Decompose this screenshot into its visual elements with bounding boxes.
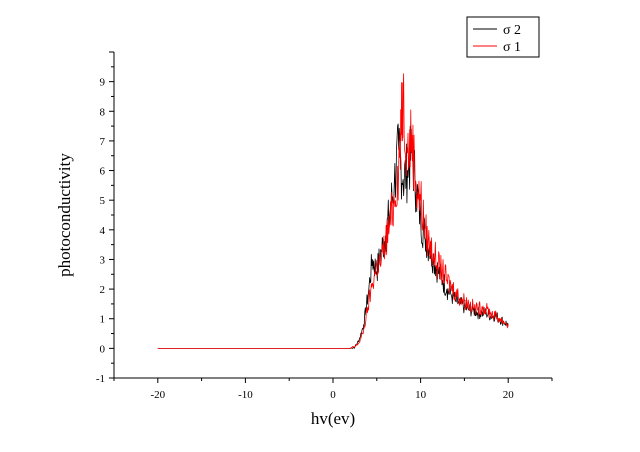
- y-tick-label: 3: [100, 254, 106, 266]
- y-tick-label: 0: [100, 343, 106, 355]
- y-tick-label: 9: [100, 77, 106, 89]
- y-tick-label: -1: [96, 373, 105, 385]
- series-layer: [157, 73, 509, 349]
- x-tick-label: -20: [150, 389, 165, 401]
- y-axis-title: photoconductivity: [55, 153, 74, 277]
- series-line-1: [157, 123, 509, 349]
- axes: [113, 52, 552, 379]
- x-tick-label: 10: [415, 389, 427, 401]
- y-tick-label: 7: [100, 136, 106, 148]
- x-axis-title: hv(ev): [311, 409, 355, 428]
- y-tick-label: 4: [100, 225, 106, 237]
- y-tick-label: 2: [100, 284, 106, 296]
- y-tick-label: 8: [100, 106, 106, 118]
- x-tick-label: 0: [330, 389, 336, 401]
- legend-label: σ 2: [503, 23, 521, 38]
- legend-box: [466, 16, 540, 58]
- series-line-2: [157, 73, 509, 349]
- y-tick-label: 6: [100, 166, 106, 178]
- legend: σ 2σ 1: [466, 16, 540, 58]
- x-tick-label: -10: [238, 389, 253, 401]
- y-tick-label: 1: [100, 314, 106, 326]
- legend-label: σ 1: [503, 40, 521, 55]
- x-tick-label: 20: [503, 389, 515, 401]
- y-tick-label: 5: [100, 195, 106, 207]
